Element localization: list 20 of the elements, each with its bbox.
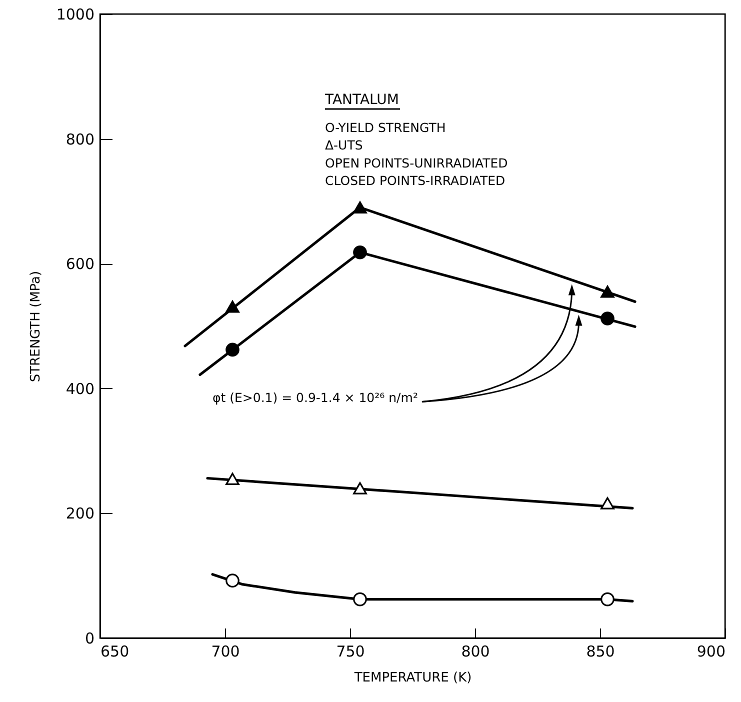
annotation: OPEN POINTS-UNIRRADIATED — [325, 155, 508, 170]
y-tick-label: 800 — [66, 130, 94, 148]
y-tick-label: 0 — [84, 630, 94, 648]
y-tick-label: 1000 — [56, 6, 94, 24]
y-axis-title: STRENGTH (MPa) — [28, 270, 44, 382]
x-axis-title: TEMPERATURE (K) — [353, 670, 472, 686]
x-tick-label: 700 — [211, 642, 240, 660]
y-tick-label: 400 — [66, 380, 94, 398]
x-tick-label: 900 — [696, 642, 726, 660]
annotation: CLOSED POINTS-IRRADIATED — [325, 173, 506, 188]
annotation: φt (E>0.1) = 0.9-1.4 × 10²⁶ n/m² — [212, 390, 418, 405]
x-tick-label: 850 — [586, 642, 615, 660]
x-tick-label: 750 — [336, 642, 365, 660]
annotation: Δ-UTS — [325, 138, 363, 153]
annotation: O-YIELD STRENGTH — [325, 120, 446, 135]
x-tick-label: 800 — [461, 642, 490, 660]
x-tick-label: 650 — [100, 642, 130, 660]
annotation: TANTALUM — [324, 92, 399, 108]
y-tick-label: 600 — [66, 255, 94, 274]
y-tick-label: 200 — [66, 504, 94, 523]
